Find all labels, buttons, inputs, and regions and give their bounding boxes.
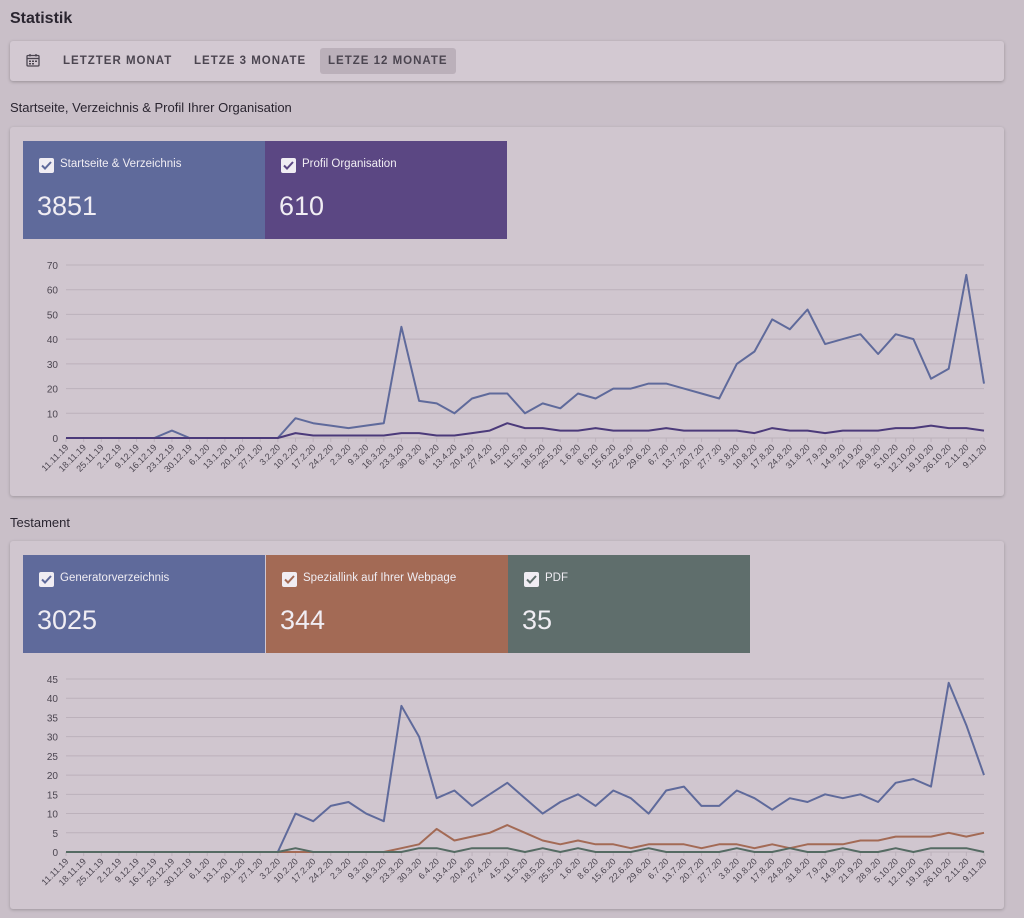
startseite-line-chart: 01020304050607011.11.1918.11.1925.11.192… (40, 261, 989, 474)
checkbox-icon[interactable] (282, 572, 297, 587)
calendar-icon[interactable] (26, 53, 40, 67)
tile-value: 610 (279, 191, 325, 221)
tile-label: Startseite & Verzeichnis (60, 158, 182, 170)
checkbox-icon[interactable] (524, 572, 539, 587)
tile-label: Profil Organisation (302, 158, 397, 170)
series-line-3 (66, 847, 985, 853)
tile-profil-organisation[interactable]: Profil Organisation 610 (265, 141, 507, 239)
y-tick-label: 0 (52, 434, 58, 445)
last-month-button[interactable]: LETZTER MONAT (63, 55, 173, 67)
y-tick-label: 50 (47, 310, 59, 321)
page-title: Statistik (10, 10, 73, 27)
checkbox-icon[interactable] (39, 572, 54, 587)
y-tick-label: 10 (47, 409, 59, 420)
tile-pdf[interactable]: PDF 35 (508, 555, 750, 653)
tile-label: PDF (545, 572, 568, 584)
y-tick-label: 5 (52, 829, 58, 840)
y-tick-label: 45 (47, 675, 59, 686)
y-tick-label: 40 (47, 335, 59, 346)
period-toolbar: LETZTER MONAT LETZE 3 MONATE LETZE 12 MO… (10, 41, 1004, 81)
tile-label: Generatorverzeichnis (60, 572, 170, 584)
tile-label: Speziallink auf Ihrer Webpage (303, 572, 457, 584)
last-3-months-button[interactable]: LETZE 3 MONATE (194, 55, 307, 67)
checkbox-icon[interactable] (39, 158, 54, 173)
y-tick-label: 70 (47, 261, 59, 272)
y-tick-label: 10 (47, 810, 59, 821)
tile-value: 35 (522, 605, 553, 635)
y-tick-label: 20 (47, 385, 59, 396)
section-title-startseite: Startseite, Verzeichnis & Profil Ihrer O… (10, 100, 292, 115)
y-tick-label: 30 (47, 733, 59, 744)
tile-speziallink[interactable]: Speziallink auf Ihrer Webpage 344 (266, 555, 508, 653)
section-title-testament: Testament (10, 515, 70, 530)
last-12-months-button[interactable]: LETZE 12 MONATE (320, 48, 456, 74)
y-tick-label: 30 (47, 360, 59, 371)
y-tick-label: 60 (47, 286, 59, 297)
tile-value: 3851 (37, 191, 98, 221)
tile-generatorverzeichnis[interactable]: Generatorverzeichnis 3025 (23, 555, 265, 653)
y-tick-label: 35 (47, 713, 59, 724)
y-tick-label: 20 (47, 771, 59, 782)
tile-value: 3025 (37, 605, 98, 635)
series-line-2 (66, 422, 985, 439)
tile-value: 344 (280, 605, 326, 635)
y-tick-label: 25 (47, 752, 59, 763)
startseite-card: Startseite & Verzeichnis 3851 Profil Org… (10, 127, 1004, 496)
testament-line-chart: 05101520253035404511.11.1918.11.1925.11.… (40, 675, 989, 888)
testament-card: Generatorverzeichnis 3025 Speziallink au… (10, 541, 1004, 909)
series-line-1 (66, 681, 985, 853)
y-tick-label: 0 (52, 848, 58, 859)
y-tick-label: 40 (47, 694, 59, 705)
y-tick-label: 15 (47, 790, 59, 801)
checkbox-icon[interactable] (281, 158, 296, 173)
tile-startseite-verzeichnis[interactable]: Startseite & Verzeichnis 3851 (23, 141, 265, 239)
